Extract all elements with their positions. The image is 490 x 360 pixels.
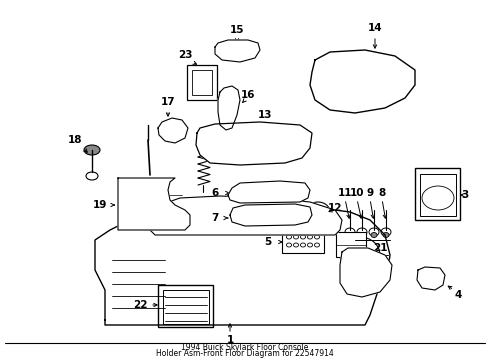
Text: 10: 10 bbox=[350, 188, 364, 198]
Polygon shape bbox=[417, 267, 445, 290]
Text: 19: 19 bbox=[93, 200, 107, 210]
Text: 11: 11 bbox=[338, 188, 352, 198]
Text: 20: 20 bbox=[213, 135, 227, 145]
Ellipse shape bbox=[422, 186, 454, 210]
Ellipse shape bbox=[371, 233, 377, 238]
Ellipse shape bbox=[311, 206, 325, 218]
Text: 9: 9 bbox=[367, 188, 373, 198]
Ellipse shape bbox=[315, 243, 319, 247]
Polygon shape bbox=[230, 204, 312, 226]
Polygon shape bbox=[340, 248, 392, 297]
Polygon shape bbox=[218, 86, 240, 130]
Bar bbox=[336, 232, 366, 257]
Text: 14: 14 bbox=[368, 23, 382, 33]
Text: 23: 23 bbox=[178, 50, 192, 60]
Ellipse shape bbox=[315, 235, 319, 239]
Polygon shape bbox=[228, 181, 310, 203]
Ellipse shape bbox=[357, 228, 367, 236]
Text: 16: 16 bbox=[241, 90, 255, 100]
Text: 4: 4 bbox=[454, 290, 462, 300]
Ellipse shape bbox=[300, 243, 305, 247]
Text: Holder Asm-Front Floor Diagram for 22547914: Holder Asm-Front Floor Diagram for 22547… bbox=[156, 350, 334, 359]
Ellipse shape bbox=[86, 172, 98, 180]
Polygon shape bbox=[215, 40, 260, 62]
Ellipse shape bbox=[350, 254, 380, 290]
Text: 18: 18 bbox=[68, 135, 82, 145]
Bar bbox=[192, 70, 212, 95]
Polygon shape bbox=[196, 122, 312, 165]
Text: 22: 22 bbox=[133, 300, 147, 310]
Ellipse shape bbox=[84, 145, 100, 155]
Ellipse shape bbox=[340, 237, 380, 273]
Ellipse shape bbox=[287, 235, 292, 239]
Ellipse shape bbox=[347, 233, 353, 238]
Ellipse shape bbox=[359, 233, 365, 238]
Ellipse shape bbox=[308, 243, 313, 247]
Text: 1994 Buick Skylark Floor Console: 1994 Buick Skylark Floor Console bbox=[181, 343, 309, 352]
Text: 7: 7 bbox=[211, 213, 219, 223]
Ellipse shape bbox=[287, 243, 292, 247]
Text: 17: 17 bbox=[161, 97, 175, 107]
Text: 1: 1 bbox=[226, 335, 234, 345]
Bar bbox=[415, 168, 460, 220]
Text: 21: 21 bbox=[373, 243, 387, 253]
Bar bbox=[163, 290, 209, 324]
Text: 2: 2 bbox=[351, 265, 359, 275]
Text: 3: 3 bbox=[462, 190, 468, 200]
Polygon shape bbox=[158, 118, 188, 143]
Bar bbox=[420, 174, 456, 216]
Bar bbox=[282, 228, 324, 253]
Polygon shape bbox=[310, 50, 415, 113]
Polygon shape bbox=[95, 208, 390, 325]
Ellipse shape bbox=[294, 243, 298, 247]
Ellipse shape bbox=[381, 228, 391, 236]
Ellipse shape bbox=[383, 233, 389, 238]
Ellipse shape bbox=[369, 228, 379, 236]
Ellipse shape bbox=[345, 228, 355, 236]
Polygon shape bbox=[118, 178, 190, 230]
Ellipse shape bbox=[306, 202, 330, 222]
Text: 8: 8 bbox=[378, 188, 386, 198]
Ellipse shape bbox=[294, 235, 298, 239]
Text: 13: 13 bbox=[258, 110, 272, 120]
Text: 5: 5 bbox=[265, 237, 271, 247]
Ellipse shape bbox=[345, 60, 405, 100]
Bar bbox=[158, 285, 213, 327]
Text: 6: 6 bbox=[211, 188, 219, 198]
Text: 12: 12 bbox=[328, 203, 342, 213]
Bar bbox=[187, 65, 217, 100]
Ellipse shape bbox=[300, 235, 305, 239]
Ellipse shape bbox=[210, 131, 300, 159]
Polygon shape bbox=[150, 196, 342, 235]
Text: 15: 15 bbox=[230, 25, 244, 35]
Ellipse shape bbox=[308, 235, 313, 239]
